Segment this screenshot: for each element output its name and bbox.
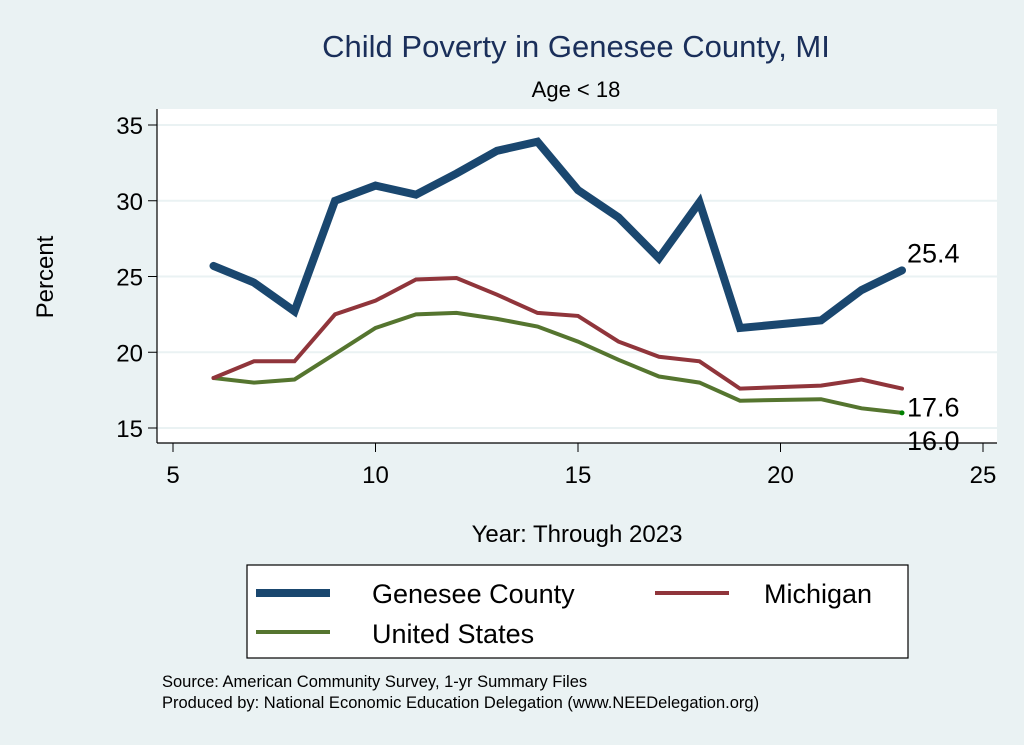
y-tick-label: 30 xyxy=(116,189,143,216)
end-label-michigan: 17.6 xyxy=(907,393,960,423)
y-axis-title: Percent xyxy=(32,235,59,318)
x-tick-label: 10 xyxy=(362,462,389,489)
x-tick-label: 25 xyxy=(970,462,997,489)
producer-note: Produced by: National Economic Education… xyxy=(162,694,759,712)
y-tick-label: 25 xyxy=(116,265,143,292)
x-axis-title: Year: Through 2023 xyxy=(472,521,683,548)
legend: Genesee County Michigan United States xyxy=(246,564,909,659)
series-line-genesee-county xyxy=(209,137,906,333)
legend-box xyxy=(246,564,909,659)
y-tick-label: 35 xyxy=(116,113,143,140)
end-marker-united-states xyxy=(899,410,905,416)
source-note: Source: American Community Survey, 1-yr … xyxy=(162,673,587,691)
end-labels: 25.4 17.616.0 xyxy=(907,238,960,455)
series-line-michigan xyxy=(211,275,904,391)
chart-title: Child Poverty in Genesee County, MI xyxy=(322,29,830,64)
x-tick-label: 20 xyxy=(767,462,794,489)
axes: 15 20 25 30 35 5 10 15 20 25 xyxy=(116,109,997,489)
gridlines xyxy=(157,124,997,429)
legend-label-united-states: United States xyxy=(372,619,534,649)
y-tick-label: 15 xyxy=(116,416,143,443)
end-label-genesee-county: 25.4 xyxy=(907,238,960,268)
chart-subtitle: Age < 18 xyxy=(532,77,621,102)
legend-label-genesee-county: Genesee County xyxy=(372,579,575,609)
x-tick-label: 15 xyxy=(565,462,592,489)
legend-label-michigan: Michigan xyxy=(764,579,872,609)
end-label-united-states: 16.0 xyxy=(907,426,960,456)
y-tick-label: 20 xyxy=(116,340,143,367)
x-tick-label: 5 xyxy=(166,462,179,489)
series-lines xyxy=(209,137,906,416)
